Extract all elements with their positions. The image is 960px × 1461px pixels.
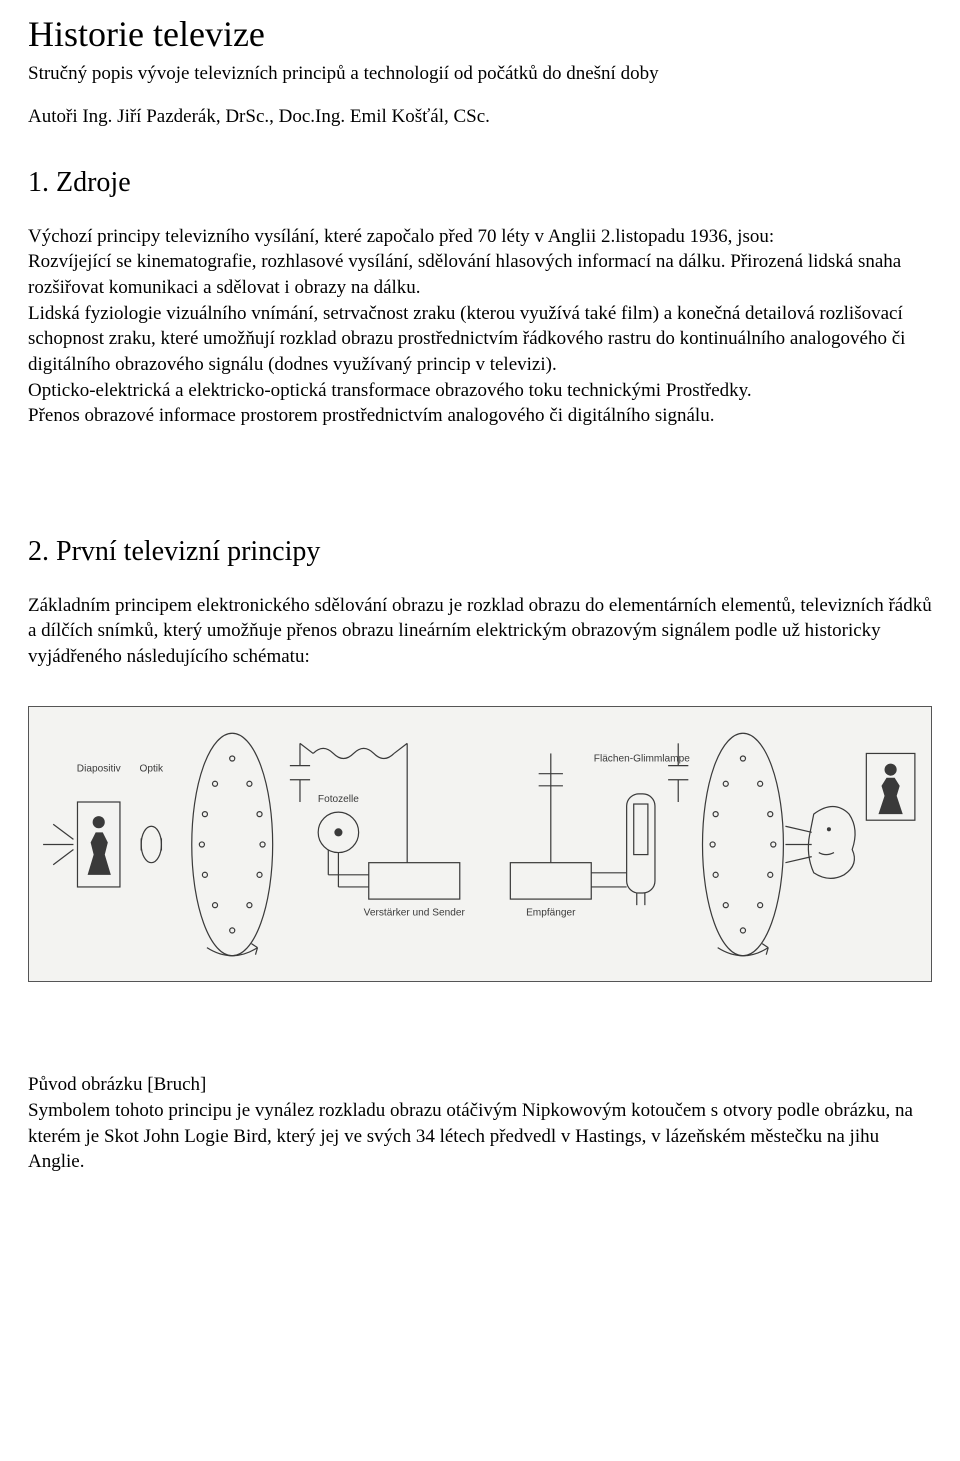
caption-line-2: Symbolem tohoto principu je vynález rozk…: [28, 1098, 932, 1175]
section-1-heading: 1. Zdroje: [28, 164, 932, 202]
viewer-head-icon: [808, 806, 855, 878]
section-1-p1: Výchozí principy televizního vysílání, k…: [28, 224, 932, 250]
nipkow-disk-receiver-icon: [702, 733, 783, 955]
subtitle: Stručný popis vývoje televizních princip…: [28, 61, 932, 87]
page-title: Historie televize: [28, 10, 932, 59]
authors: Autoři Ing. Jiří Pazderák, DrSc., Doc.In…: [28, 104, 932, 130]
section-1-p5: Přenos obrazové informace prostorem pros…: [28, 403, 932, 429]
output-screen-icon: [866, 753, 915, 820]
label-diapositiv: Diapositiv: [77, 763, 122, 774]
aperture-receiver-icon: [668, 743, 688, 802]
photocell-icon: Fotozelle: [318, 794, 359, 875]
diapositiv-icon: Diapositiv: [77, 763, 122, 886]
lens-icon: Optik: [140, 763, 165, 862]
label-empfanger: Empfänger: [526, 907, 576, 918]
caption-line-1: Původ obrázku [Bruch]: [28, 1072, 932, 1098]
glow-lamp-icon: Flächen-Glimmlampe: [594, 753, 690, 905]
section-2-heading: 2. První televizní principy: [28, 533, 932, 571]
nipkow-disk-sender-icon: [192, 733, 273, 955]
receiver-icon: Empfänger: [510, 753, 591, 918]
document-page: Historie televize Stručný popis vývoje t…: [0, 0, 960, 1215]
figure-caption-block: Původ obrázku [Bruch] Symbolem tohoto pr…: [28, 1072, 932, 1175]
label-optik: Optik: [140, 763, 165, 774]
label-glimmlampe: Flächen-Glimmlampe: [594, 753, 690, 764]
aperture-sender-icon: [290, 743, 310, 802]
section-1-p3: Lidská fyziologie vizuálního vnímání, se…: [28, 301, 932, 378]
rf-wave-icon: [313, 748, 394, 758]
light-source-icon: [43, 824, 73, 864]
label-verstarker: Verstärker und Sender: [364, 907, 466, 918]
section-1-p2: Rozvíjející se kinematografie, rozhlasov…: [28, 249, 932, 300]
label-fotozelle: Fotozelle: [318, 794, 359, 805]
nipkow-schematic-figure: Diapositiv Optik: [28, 706, 932, 983]
section-spacer: [28, 429, 932, 499]
amplifier-sender-icon: Verstärker und Sender: [364, 743, 466, 918]
section-1-p4: Opticko-elektrická a elektricko-optická …: [28, 378, 932, 404]
nipkow-schematic-svg: Diapositiv Optik: [35, 713, 925, 976]
section-2-p1: Základním principem elektronického sdělo…: [28, 593, 932, 670]
